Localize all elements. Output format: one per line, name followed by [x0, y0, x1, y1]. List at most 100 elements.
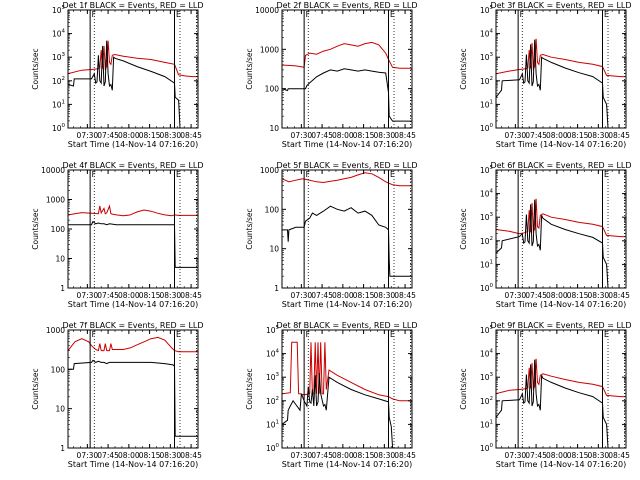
y-tick-label: 105 — [266, 325, 280, 335]
y-tick-label: 105 — [52, 5, 66, 15]
x-tick-label: 07:45 — [525, 131, 547, 140]
chart-panel-9: F E 100 101 102 103 104 105 07:30 07:45 08:00 08:15… — [459, 321, 632, 469]
events-series-line — [282, 205, 412, 277]
events-series-line — [282, 372, 412, 448]
y-tick-label: 10000 — [41, 166, 65, 175]
plot-frame — [67, 329, 199, 449]
y-tick-label: 1 — [60, 444, 65, 453]
marker-label: E — [604, 170, 609, 179]
x-tick-label: 07:45 — [311, 451, 333, 460]
x-tick-label: 07:45 — [97, 291, 119, 300]
y-tick-label: 105 — [480, 325, 494, 335]
y-tick-label: 100 — [480, 123, 494, 133]
marker-label: E — [176, 10, 181, 19]
events-series-line — [68, 359, 198, 437]
marker-label: F — [92, 330, 96, 339]
x-axis-label: Start Time (14-Nov-14 07:16:20) — [282, 460, 412, 469]
x-axis-label: Start Time (14-Nov-14 07:16:20) — [282, 140, 412, 149]
y-tick-label: 1000 — [260, 45, 279, 54]
y-axis-label: Counts/sec — [31, 48, 40, 89]
events-series-line — [496, 359, 626, 448]
plot-frame — [67, 169, 199, 289]
chart-title: Det 1f BLACK = Events, RED = LLD — [62, 1, 203, 10]
y-tick-label: 101 — [480, 259, 493, 269]
x-axis-label: Start Time (14-Nov-14 07:16:20) — [496, 300, 626, 309]
x-tick-label: 07:45 — [525, 451, 547, 460]
y-tick-label: 10 — [55, 405, 65, 414]
x-tick-label: 07:30 — [77, 451, 99, 460]
events-series-line — [496, 199, 626, 288]
x-tick-label: 08:30 — [588, 451, 610, 460]
plot-frame — [281, 329, 413, 449]
x-tick-label: 07:30 — [77, 291, 99, 300]
x-axis-label: Start Time (14-Nov-14 07:16:20) — [496, 140, 626, 149]
x-tick-label: 08:45 — [180, 451, 202, 460]
y-tick-label: 1000 — [46, 326, 65, 335]
marker-label: F — [306, 170, 310, 179]
chart-panel-3: F E 100 101 102 103 104 105 07:30 07:45 08:00 08:15… — [459, 1, 632, 149]
plot-frame — [281, 9, 413, 129]
lld-series-line — [68, 204, 198, 217]
x-tick-label: 08:45 — [180, 131, 202, 140]
y-tick-label: 10 — [269, 124, 279, 133]
y-tick-label: 102 — [480, 236, 493, 246]
y-tick-label: 103 — [52, 52, 66, 62]
y-tick-label: 104 — [480, 29, 494, 39]
plot-frame — [281, 169, 413, 289]
x-tick-label: 08:00 — [118, 451, 140, 460]
plot-frame — [67, 9, 199, 129]
x-axis-label: Start Time (14-Nov-14 07:16:20) — [68, 140, 198, 149]
marker-label: E — [176, 330, 181, 339]
x-tick-label: 08:00 — [118, 131, 140, 140]
chart-title: Det 8f BLACK = Events, RED = LLD — [276, 321, 417, 330]
y-tick-label: 101 — [480, 419, 493, 429]
x-tick-label: 08:15 — [139, 291, 161, 300]
marker-label: E — [176, 170, 181, 179]
marker-label: E — [390, 170, 395, 179]
chart-title: Det 2f BLACK = Events, RED = LLD — [276, 1, 417, 10]
x-tick-label: 08:30 — [588, 131, 610, 140]
marker-label: F — [520, 170, 524, 179]
x-tick-label: 07:30 — [77, 131, 99, 140]
y-tick-label: 1 — [274, 284, 279, 293]
y-tick-label: 104 — [52, 29, 66, 39]
events-series-line — [496, 39, 626, 128]
y-tick-label: 101 — [480, 99, 493, 109]
x-tick-label: 08:30 — [374, 291, 396, 300]
chart-title: Det 7f BLACK = Events, RED = LLD — [62, 321, 203, 330]
events-series-line — [282, 68, 412, 122]
x-tick-label: 08:45 — [608, 291, 630, 300]
y-axis-label: Counts/sec — [245, 368, 254, 409]
x-tick-label: 08:15 — [567, 131, 589, 140]
x-tick-label: 08:15 — [139, 131, 161, 140]
x-tick-label: 08:00 — [546, 451, 568, 460]
y-axis-label: Counts/sec — [459, 48, 468, 89]
x-tick-label: 07:45 — [525, 291, 547, 300]
marker-label: F — [92, 10, 96, 19]
y-tick-label: 103 — [480, 212, 494, 222]
y-axis-label: Counts/sec — [459, 208, 468, 249]
x-tick-label: 08:00 — [332, 131, 354, 140]
y-tick-label: 10 — [269, 245, 279, 254]
y-tick-label: 100 — [480, 443, 494, 453]
y-tick-label: 101 — [52, 99, 65, 109]
y-tick-label: 1000 — [46, 196, 65, 205]
x-tick-label: 07:30 — [505, 451, 527, 460]
x-tick-label: 08:30 — [160, 291, 182, 300]
x-tick-label: 07:45 — [97, 451, 119, 460]
lld-series-line — [496, 358, 626, 398]
y-axis-label: Counts/sec — [245, 208, 254, 249]
y-tick-label: 103 — [480, 52, 494, 62]
y-tick-label: 100 — [265, 205, 280, 214]
lld-series-line — [68, 40, 198, 78]
x-tick-label: 08:00 — [546, 131, 568, 140]
y-tick-label: 100 — [51, 365, 66, 374]
x-tick-label: 07:30 — [291, 451, 313, 460]
y-tick-label: 102 — [52, 76, 65, 86]
x-tick-label: 07:45 — [311, 291, 333, 300]
chart-panel-6: F E 100 101 102 103 104 105 07:30 07:45 08:00 08:15… — [459, 161, 632, 309]
y-tick-label: 100 — [266, 443, 280, 453]
y-tick-label: 1 — [60, 284, 65, 293]
